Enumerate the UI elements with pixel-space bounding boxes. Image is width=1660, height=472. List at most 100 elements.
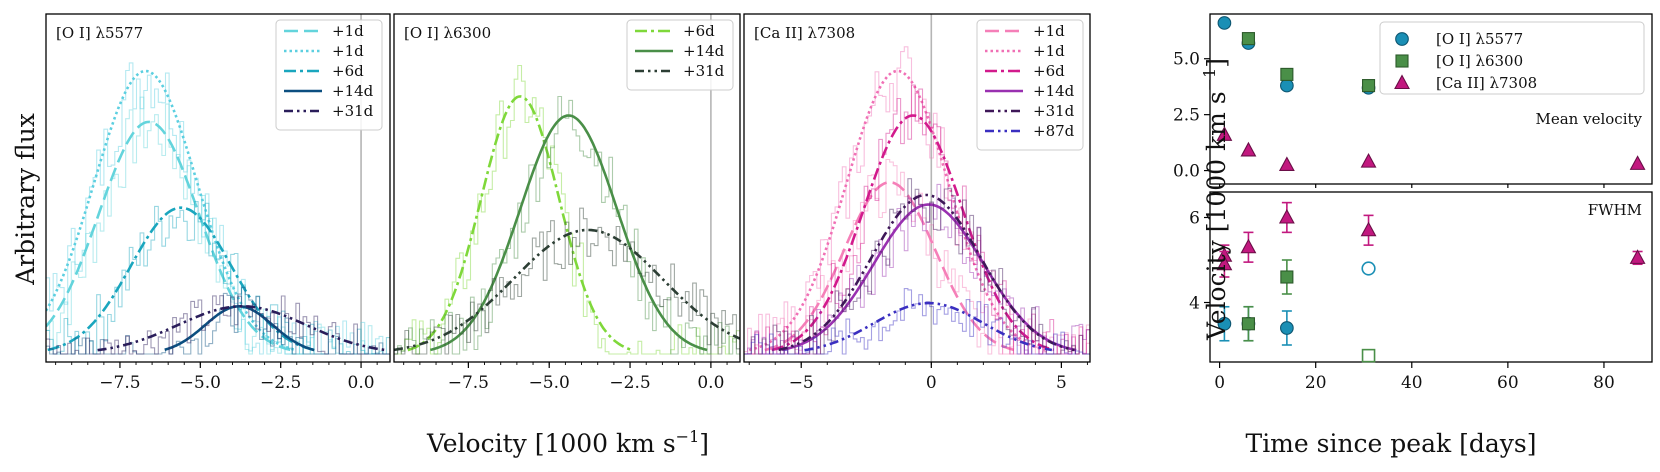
x-tick-label: −2.5 (609, 373, 650, 393)
data-point (1360, 152, 1377, 168)
fit-curve-1d-0 (46, 120, 291, 352)
legend-label: +1d (332, 42, 364, 60)
panel-title: [O I] λ6300 (404, 24, 491, 42)
xlabel-velocity: Velocity [1000 km s−1] (426, 427, 709, 458)
legend-label: [O I] λ6300 (1436, 52, 1523, 70)
data-point (1280, 78, 1294, 93)
histogram-14d-3 (744, 183, 1090, 355)
data-point (1241, 317, 1255, 331)
legend-box (976, 19, 1084, 151)
panel-frame (1209, 191, 1653, 363)
legend-label: [Ca II] λ7308 (1436, 74, 1537, 92)
data-point (1361, 348, 1376, 363)
histogram-1d-0 (46, 96, 390, 355)
data-point (1629, 249, 1646, 264)
plot-area (394, 14, 740, 362)
data-point (1217, 316, 1232, 331)
data-point (1360, 221, 1377, 237)
panel-frame (743, 13, 1091, 363)
histogram-6d-0 (394, 64, 740, 355)
legend-label: [O I] λ5577 (1436, 30, 1523, 48)
histogram-1d-1 (744, 46, 1090, 355)
legend-box (626, 19, 734, 91)
legend-label: +14d (683, 42, 725, 60)
legend-box (1379, 21, 1645, 95)
x-tick-label: −5 (789, 373, 814, 393)
fit-curve-14d-3 (164, 305, 315, 352)
fit-curve-31d-4 (97, 305, 387, 352)
fit-curve-87d-5 (804, 301, 1053, 352)
plot-area (744, 14, 1090, 362)
fit-curve-14d-3 (781, 203, 1077, 352)
legend-label: +1d (1033, 42, 1065, 60)
x-tick-label: −7.5 (448, 373, 489, 393)
spectrum-panel-2: −7.5 −5.0 −2.5 0.0 [O I] λ6300 +6d +14d +31d (393, 13, 741, 393)
x-tick-label: 40 (1401, 373, 1423, 393)
data-point (1278, 208, 1295, 224)
fit-curve-1d-0 (764, 180, 1015, 352)
x-tick-label: 0.0 (697, 373, 724, 393)
y-tick-label: 0.0 (1173, 162, 1200, 182)
legend-label: +1d (332, 22, 364, 40)
x-tick-label: −2.5 (260, 373, 301, 393)
x-tick-label: 0 (926, 373, 937, 393)
spectrum-panel-1: −7.5 −5.0 −2.5 0.0 [O I] λ5577 +1d +1d +6d +14d +… (45, 13, 391, 393)
data-point (1241, 32, 1255, 46)
fit-curve-6d-2 (771, 114, 1054, 352)
panel-annotation: Mean velocity (1536, 110, 1643, 128)
legend-label: +6d (332, 62, 364, 80)
legend-label: +87d (1033, 122, 1075, 140)
ylabel-arbitrary-flux: Arbitrary flux (11, 113, 40, 286)
data-point (1361, 79, 1376, 93)
panel-frame (393, 13, 741, 363)
data-point (1278, 156, 1295, 172)
fit-curve-31d-4 (778, 193, 1075, 352)
legend-label: +31d (332, 102, 374, 120)
panel-frame (1209, 13, 1653, 185)
legend-box (275, 19, 383, 131)
legend-marker (1394, 74, 1410, 90)
xlabel-time-since-peak: Time since peak [days] (1246, 429, 1537, 458)
spectra-panels: −7.5 −5.0 −2.5 0.0 [O I] λ5577 +1d +1d +6d +14d +… (45, 13, 1091, 393)
ylabel-velocity-right: Velocity [1000 km s−1] (1200, 58, 1231, 341)
fit-curve-14d-1 (430, 114, 708, 352)
x-tick-label: 60 (1497, 373, 1519, 393)
legend-label: +14d (332, 82, 374, 100)
panel-title: [Ca II] λ7308 (754, 24, 855, 42)
data-point (1361, 261, 1376, 276)
data-point (1216, 255, 1233, 271)
x-tick-label: 5 (1056, 373, 1067, 393)
histogram-87d-5 (744, 288, 1090, 355)
y-tick-label: 5.0 (1173, 50, 1200, 70)
legend-label: +6d (1033, 62, 1065, 80)
histogram-1d-1 (46, 62, 390, 355)
legend-label: +1d (1033, 22, 1065, 40)
x-tick-label: 80 (1593, 373, 1615, 393)
data-point (1280, 270, 1294, 284)
spectrum-panel-3: −5 0 5 [Ca II] λ7308 +1d +1d +6d +14d +31d +87d (743, 13, 1091, 393)
legend-label: +6d (683, 22, 715, 40)
histogram-14d-1 (394, 95, 740, 355)
legend-label: +31d (683, 62, 725, 80)
x-tick-label: −5.0 (180, 373, 221, 393)
data-point (1240, 141, 1257, 157)
legend-label: +14d (1033, 82, 1075, 100)
histogram-6d-2 (46, 201, 390, 355)
y-tick-label: 6 (1189, 209, 1200, 229)
data-point (1216, 126, 1233, 141)
x-tick-label: −7.5 (99, 373, 140, 393)
x-tick-label: 20 (1305, 373, 1327, 393)
legend-label: +31d (1033, 102, 1075, 120)
data-point (1280, 67, 1294, 81)
histogram-31d-4 (46, 295, 390, 355)
panel-annotation: FWHM (1588, 201, 1642, 219)
data-point (1629, 155, 1646, 170)
panel-frame (45, 13, 391, 363)
mean-velocity-panel: 0.0 2.5 5.0 Mean velocity [O I] λ5577 [O I] λ… (1173, 13, 1653, 188)
x-tick-label: 0 (1214, 373, 1225, 393)
panel-title: [O I] λ5577 (56, 24, 143, 42)
legend-marker (1395, 54, 1409, 68)
histogram-6d-2 (744, 84, 1090, 355)
